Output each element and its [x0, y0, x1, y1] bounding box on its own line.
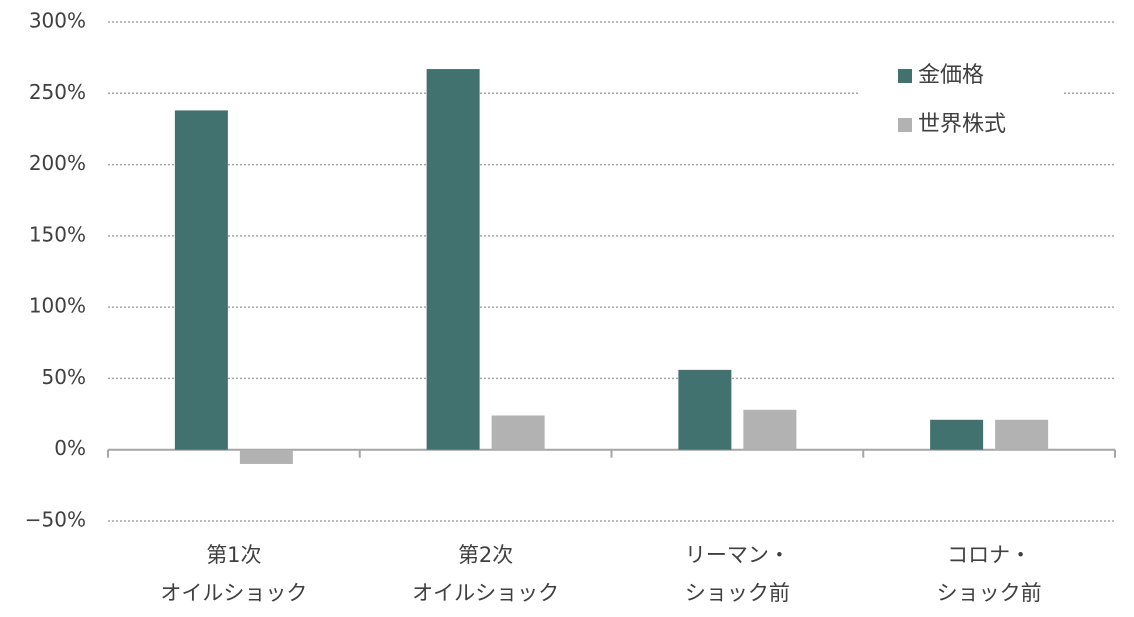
y-tick-label: 150% — [29, 222, 86, 246]
x-tick-label: オイルショック — [160, 581, 307, 605]
bar — [743, 409, 797, 450]
x-tick-label: オイルショック — [412, 581, 559, 605]
y-tick-label: 100% — [29, 294, 86, 318]
bar — [426, 69, 480, 450]
x-tick-label: 第1次 — [206, 543, 261, 567]
legend-swatch — [898, 118, 912, 132]
y-tick-label: −50% — [25, 508, 86, 532]
bar — [491, 415, 545, 450]
y-tick-label: 200% — [29, 151, 86, 175]
bar — [678, 369, 732, 450]
legend-box — [858, 50, 1064, 150]
y-tick-label: 50% — [42, 365, 86, 389]
bar — [930, 419, 984, 450]
bar — [239, 449, 293, 464]
bar — [174, 110, 228, 450]
x-tick-label: リーマン・ — [685, 543, 790, 567]
legend-label: 金価格 — [918, 63, 984, 88]
legend-label: 世界株式 — [918, 112, 1006, 137]
bar — [995, 419, 1049, 450]
x-tick-label: ショック前 — [937, 581, 1042, 605]
y-tick-label: 0% — [54, 436, 86, 460]
legend-swatch — [898, 69, 912, 83]
x-tick-label: ショック前 — [685, 581, 790, 605]
y-tick-label: 250% — [29, 80, 86, 104]
x-tick-label: 第2次 — [458, 543, 513, 567]
x-tick-label: コロナ・ — [947, 543, 1031, 567]
y-tick-label: 300% — [29, 9, 86, 33]
